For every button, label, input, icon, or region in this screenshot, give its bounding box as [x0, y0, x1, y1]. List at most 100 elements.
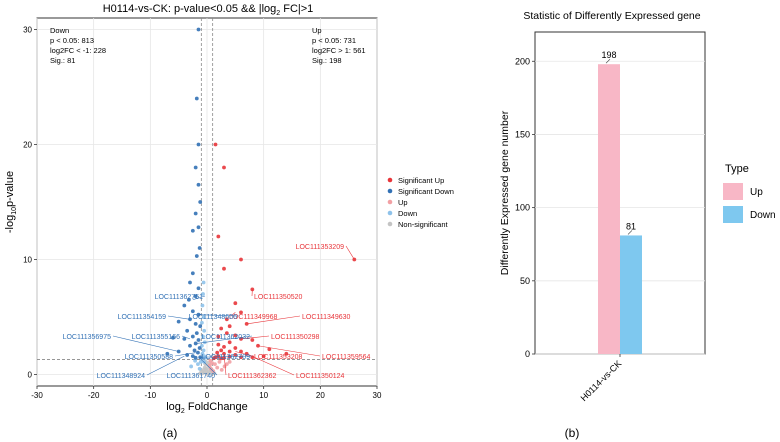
- volcano-point: [171, 335, 175, 340]
- x-tick-label: 30: [373, 391, 382, 400]
- volcano-point: [227, 340, 232, 345]
- volcano-point: [213, 362, 217, 367]
- volcano-point: [219, 368, 224, 372]
- volcano-point: [201, 292, 205, 296]
- caption-b: (b): [565, 426, 580, 440]
- volcano-point: [227, 324, 232, 329]
- x-tick-label: -30: [31, 391, 43, 400]
- x-tick-label: -10: [145, 391, 157, 400]
- volcano-gridlines: [36, 18, 378, 386]
- volcano-point: [250, 287, 255, 292]
- volcano-point: [219, 356, 224, 361]
- gene-label: LOC111359564: [322, 354, 370, 361]
- volcano-point: [224, 331, 229, 335]
- gene-label: LOC111354159: [118, 314, 166, 321]
- volcano-point: [233, 333, 238, 338]
- volcano-point: [182, 336, 187, 341]
- volcano-point: [219, 326, 224, 331]
- bar-value-tick: [605, 58, 611, 64]
- gene-label: LOC111362032: [202, 334, 250, 341]
- y-tick-label: 20: [23, 141, 32, 150]
- bar-up: [598, 64, 620, 354]
- gene-label-connector: [196, 335, 253, 344]
- volcano-point: [201, 315, 206, 319]
- stats-down-line: Sig.: 81: [50, 56, 75, 65]
- gene-label: LOC111350588: [125, 354, 173, 361]
- gene-label: LOC111348924: [97, 373, 145, 380]
- volcano-point: [205, 372, 209, 376]
- gene-label-connector: [257, 345, 321, 357]
- gene-label-connector: [240, 335, 270, 340]
- gene-label: LOC111350298: [271, 334, 319, 341]
- volcano-point: [201, 348, 206, 353]
- bar-down: [620, 235, 642, 354]
- volcano-point: [213, 142, 218, 147]
- volcano-point: [267, 347, 272, 352]
- volcano-point: [192, 348, 197, 353]
- gene-label: LOC111362709: [202, 354, 250, 361]
- volcano-point: [196, 362, 200, 367]
- gene-label-connector: [112, 335, 179, 352]
- volcano-point: [202, 328, 207, 333]
- gene-label: LOC111353209: [296, 244, 344, 251]
- volcano-point: [227, 349, 232, 354]
- bar-value-label: 81: [626, 221, 636, 231]
- volcano-x-ticks: -30 -20 -10 0 10 20 30: [31, 386, 382, 400]
- volcano-point: [250, 338, 255, 342]
- gene-label-connector: [230, 312, 236, 317]
- gene-label-connector: [146, 355, 185, 376]
- volcano-point: [216, 234, 221, 239]
- legend-title: Type: [725, 163, 749, 175]
- gene-label: LOC111355166: [132, 334, 180, 341]
- gene-label: LOC111350520: [254, 294, 302, 301]
- x-tick-label: H0114-vs-CK: [579, 358, 624, 403]
- volcano-point: [196, 286, 201, 291]
- volcano-point: [165, 351, 170, 356]
- volcano-point: [193, 211, 198, 216]
- legend-label: Significant Up: [398, 176, 444, 185]
- bar-x-ticks: H0114-vs-CK: [579, 354, 624, 403]
- volcano-point: [193, 355, 198, 360]
- legend-marker: [387, 221, 393, 227]
- legend-label: Down: [750, 210, 776, 221]
- volcano-point: [215, 350, 220, 355]
- y-tick-label: 200: [515, 56, 530, 66]
- stats-down-line: Down: [50, 26, 69, 35]
- volcano-point: [190, 309, 195, 314]
- volcano-point: [201, 280, 206, 285]
- legend-label: Down: [398, 209, 417, 218]
- legend-marker: [387, 199, 393, 205]
- y-tick-label: 0: [28, 371, 33, 380]
- volcano-point: [197, 246, 202, 250]
- volcano-point: [194, 96, 199, 101]
- volcano-point: [196, 225, 201, 230]
- volcano-point: [194, 254, 199, 258]
- legend-marker: [387, 177, 393, 183]
- volcano-point: [188, 343, 192, 348]
- y-tick-label: 100: [515, 203, 530, 213]
- legend-marker: [387, 210, 393, 216]
- volcano-point: [201, 334, 205, 339]
- volcano-point: [193, 294, 198, 299]
- stats-down-line: p < 0.05: 813: [50, 36, 94, 45]
- volcano-point: [239, 310, 243, 315]
- volcano-point: [176, 349, 181, 354]
- stats-up-box: Up p < 0.05: 731 log2FC > 1: 561 Sig.: 1…: [312, 26, 366, 65]
- volcano-y-ticks: 0 10 20 30: [23, 26, 37, 380]
- volcano-point: [189, 364, 194, 369]
- volcano-point: [233, 353, 238, 357]
- bar-value-tick: [627, 230, 633, 235]
- volcano-point: [227, 359, 232, 364]
- volcano-point: [196, 142, 201, 147]
- volcano-point: [190, 334, 195, 339]
- volcano-point: [204, 369, 209, 373]
- volcano-point: [182, 303, 187, 308]
- gene-label-connector: [174, 352, 196, 357]
- volcano-point: [202, 359, 207, 364]
- legend-swatch: [723, 183, 743, 200]
- gene-label-connector: [181, 335, 191, 340]
- gene-label-connector: [192, 295, 206, 301]
- gene-label-connector: [199, 357, 218, 376]
- volcano-point: [219, 348, 224, 353]
